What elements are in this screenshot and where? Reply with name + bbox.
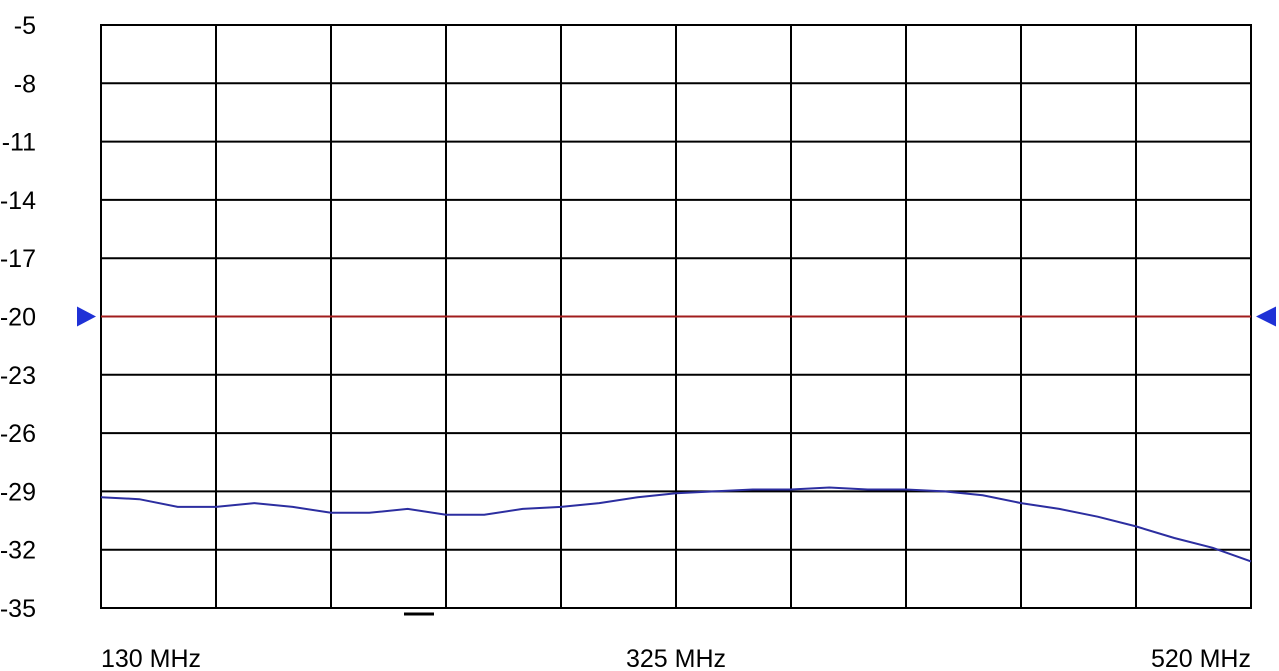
- x-tick-label: 325 MHz: [626, 645, 726, 671]
- y-tick-label: -23: [0, 362, 36, 390]
- y-tick-label: -26: [0, 420, 36, 448]
- y-tick-label: -20: [0, 304, 36, 332]
- y-tick-label: -14: [0, 187, 36, 215]
- y-tick-label: -8: [14, 70, 36, 98]
- x-tick-label: 130 MHz: [101, 645, 201, 671]
- y-tick-label: -11: [2, 129, 36, 157]
- y-tick-label: -5: [14, 12, 36, 40]
- reference-group: [77, 306, 1276, 327]
- x-tick-label: 520 MHz: [1151, 645, 1251, 671]
- y-tick-label: -17: [0, 245, 36, 273]
- reference-marker-right-icon: [1256, 306, 1276, 327]
- y-tick-label: -29: [0, 478, 36, 506]
- y-tick-labels: -5 -8 -11 -14 -17 -20 -23 -26 -29 -32 -35: [0, 12, 36, 623]
- y-tick-label: -35: [0, 595, 36, 623]
- y-tick-label: -32: [0, 537, 36, 565]
- series-line: [100, 486, 1252, 563]
- series-group: [100, 486, 1252, 563]
- x-tick-labels: 130 MHz 325 MHz 520 MHz: [101, 645, 1251, 671]
- reference-marker-left-icon: [77, 306, 96, 327]
